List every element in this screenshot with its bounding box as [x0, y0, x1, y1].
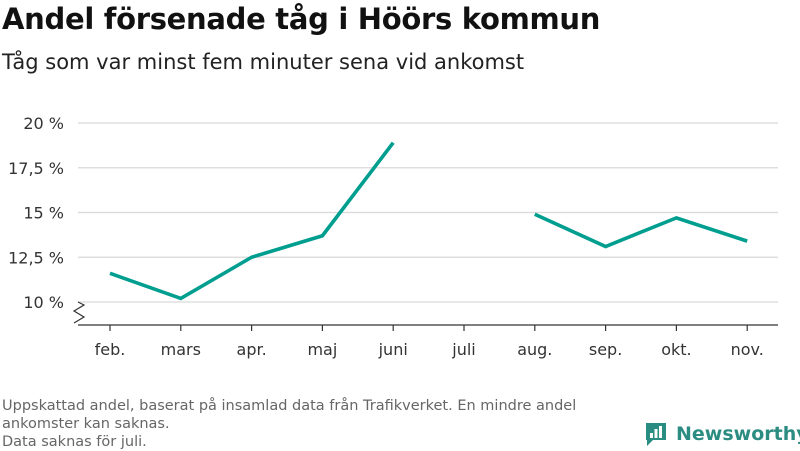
y-tick-label: 12,5 %	[8, 248, 64, 267]
x-tick-label: sep.	[589, 340, 622, 359]
footnote-line: Data saknas för juli.	[2, 434, 147, 450]
x-tick-label: juli	[451, 340, 475, 359]
y-tick-label: 17,5 %	[8, 159, 64, 178]
x-tick-label: nov.	[731, 340, 764, 359]
line-chart: 10 % 12,5 % 15 % 17,5 % 20 % feb. mars apr. maj j…	[8, 114, 778, 359]
x-tick-label: mars	[161, 340, 201, 359]
footnote-line: Uppskattad andel, baserat på insamlad da…	[2, 398, 577, 414]
footnote: Uppskattad andel, baserat på insamlad da…	[2, 397, 632, 451]
x-tick-label: apr.	[237, 340, 267, 359]
series-line	[109, 141, 395, 301]
x-tick-label: maj	[307, 340, 337, 359]
newsworthy-logo: Newsworthy	[644, 420, 800, 448]
brand-name: Newsworthy	[676, 423, 800, 445]
chart-title: Andel försenade tåg i Höörs kommun	[2, 2, 601, 36]
series-line	[534, 212, 748, 249]
axis-break-icon	[72, 301, 86, 324]
footnote-line: ankomster kan saknas.	[2, 416, 170, 432]
y-tick-label: 15 %	[23, 204, 64, 223]
newsworthy-logo-icon	[646, 423, 666, 446]
x-tick-label: aug.	[517, 340, 552, 359]
x-tick-label: okt.	[661, 340, 691, 359]
y-tick-label: 10 %	[23, 293, 64, 312]
x-tick-label: feb.	[95, 340, 126, 359]
chart-subtitle: Tåg som var minst fem minuter sena vid a…	[2, 50, 525, 74]
y-tick-label: 20 %	[23, 114, 64, 133]
x-tick-label: juni	[378, 340, 408, 359]
